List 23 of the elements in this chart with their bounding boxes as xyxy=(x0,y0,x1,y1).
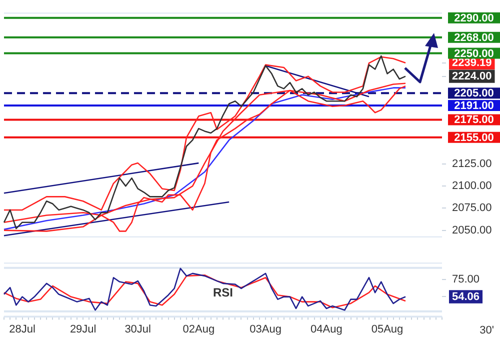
x-tick-label: 28Jul xyxy=(9,323,36,336)
ref-line-label: 2175.00 xyxy=(454,114,494,126)
y-tick-label: 75.00 xyxy=(452,273,480,286)
y-tick-label: 2075.00 xyxy=(452,202,492,214)
ref-line-label: 2268.00 xyxy=(454,32,494,44)
y-tick-label: 2125.00 xyxy=(452,158,492,170)
y-tick-label: 2239.19 xyxy=(452,56,492,69)
ref-line-label: 2290.00 xyxy=(454,12,494,24)
y-tick-label: 2224.00 xyxy=(452,70,492,82)
text: RSI xyxy=(212,285,234,300)
y-tick-label: 2100.00 xyxy=(452,180,492,192)
x-tick-label: 30Jul xyxy=(124,323,151,336)
x-tick-label: 04Aug xyxy=(310,323,342,336)
x-tick-label: 05Aug xyxy=(371,323,404,336)
text: 30' xyxy=(480,324,494,337)
ref-line-label: 2191.00 xyxy=(454,100,494,112)
y-tick-label: 54.06 xyxy=(452,290,480,303)
x-tick-label: 29Jul xyxy=(70,323,96,336)
ref-line-label: 2155.00 xyxy=(454,132,494,144)
ref-line-label: 2205.00 xyxy=(454,88,494,100)
x-tick-label: 03Aug xyxy=(250,323,282,336)
y-tick-label: 2050.00 xyxy=(452,224,492,236)
x-tick-label: 02Aug xyxy=(182,323,215,336)
